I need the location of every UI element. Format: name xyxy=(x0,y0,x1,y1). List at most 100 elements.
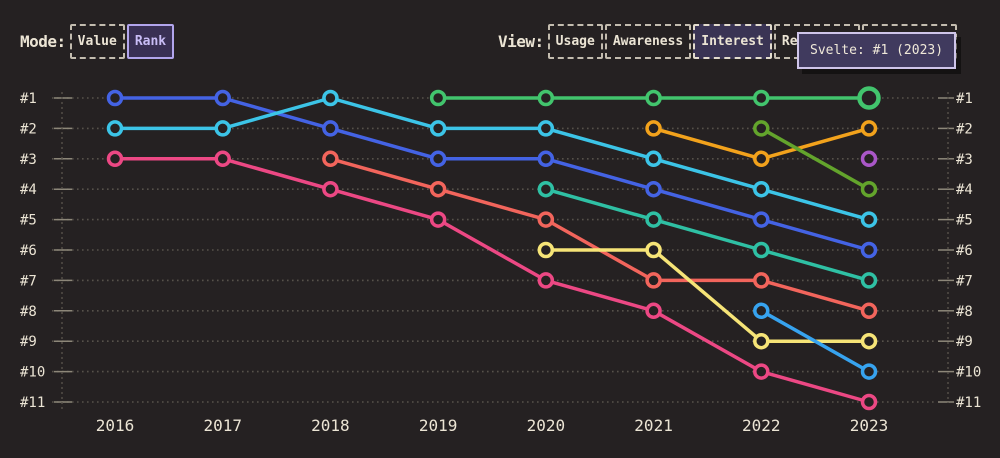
y-axis-label-left: #7 xyxy=(20,273,37,289)
data-point-lime[interactable] xyxy=(860,180,878,198)
tooltip-text: Svelte: #1 (2023) xyxy=(810,43,944,58)
data-point-cyan[interactable] xyxy=(429,120,447,137)
y-axis-label-right: #11 xyxy=(956,395,981,411)
data-point-cyan[interactable] xyxy=(214,120,231,137)
y-axis-label-left: #3 xyxy=(20,152,37,168)
series-line-pink xyxy=(113,157,871,404)
data-point-teal[interactable] xyxy=(753,241,770,259)
data-point-pink[interactable] xyxy=(429,211,447,228)
data-point-royal-blue[interactable] xyxy=(214,89,231,107)
series-line-cyan xyxy=(113,96,871,222)
data-point-cyan[interactable] xyxy=(537,120,555,137)
data-point-green[interactable] xyxy=(753,89,770,107)
data-point-yellow[interactable] xyxy=(537,241,555,259)
data-point-coral[interactable] xyxy=(322,150,339,168)
data-point-yellow[interactable] xyxy=(645,241,662,259)
x-axis-label: 2017 xyxy=(203,416,242,435)
data-point-pink[interactable] xyxy=(860,393,878,411)
mode-option-value[interactable]: Value xyxy=(69,24,125,59)
y-axis-label-right: #10 xyxy=(956,365,981,381)
data-point-cyan[interactable] xyxy=(645,150,662,168)
series-line-coral xyxy=(328,157,871,313)
view-option-usage[interactable]: Usage xyxy=(547,24,603,59)
data-point-pink[interactable] xyxy=(537,272,555,289)
data-point-pink[interactable] xyxy=(645,302,662,320)
data-point-coral[interactable] xyxy=(537,211,555,228)
x-axis-label: 2018 xyxy=(311,416,350,435)
series-line-teal xyxy=(544,187,871,283)
mode-button-row: Value Rank xyxy=(69,24,175,59)
series-line-royal-blue xyxy=(113,96,871,252)
y-axis-label-left: #10 xyxy=(20,365,45,381)
data-point-pink[interactable] xyxy=(106,150,124,168)
data-point-coral[interactable] xyxy=(753,272,770,289)
data-point-royal-blue[interactable] xyxy=(860,241,878,259)
y-axis-label-right: #9 xyxy=(956,334,973,350)
y-axis-label-right: #5 xyxy=(956,213,973,229)
y-axis-label-right: #8 xyxy=(956,304,973,320)
data-point-royal-blue[interactable] xyxy=(429,150,447,168)
y-axis-label-left: #6 xyxy=(20,243,37,259)
data-point-cyan[interactable] xyxy=(106,120,124,137)
data-point-coral[interactable] xyxy=(860,302,878,320)
x-axis-label: 2022 xyxy=(742,416,781,435)
data-point-purple[interactable] xyxy=(860,150,878,168)
data-point-orange[interactable] xyxy=(753,150,770,168)
data-point-highlighted-green[interactable] xyxy=(857,86,881,110)
view-label: View: xyxy=(498,32,544,51)
data-point-cyan[interactable] xyxy=(860,211,878,228)
data-point-pink[interactable] xyxy=(214,150,231,168)
data-point-pink[interactable] xyxy=(322,180,339,198)
x-axis-label: 2019 xyxy=(419,416,458,435)
y-axis-label-left: #9 xyxy=(20,334,37,350)
data-point-teal[interactable] xyxy=(645,211,662,228)
y-axis-label-left: #8 xyxy=(20,304,37,320)
y-axis-label-left: #11 xyxy=(20,395,45,411)
mode-control-group: Mode: Value Rank xyxy=(20,24,175,59)
x-axis-label: 2016 xyxy=(96,416,135,435)
data-point-teal[interactable] xyxy=(537,180,555,198)
y-axis-label-right: #3 xyxy=(956,152,973,168)
x-axis-label: 2021 xyxy=(634,416,673,435)
y-axis-label-left: #5 xyxy=(20,213,37,229)
tooltip: Svelte: #1 (2023) xyxy=(797,32,957,69)
data-point-orange[interactable] xyxy=(860,120,878,137)
data-point-sky-blue[interactable] xyxy=(860,363,878,380)
mode-option-rank[interactable]: Rank xyxy=(126,24,175,59)
data-point-royal-blue[interactable] xyxy=(753,211,770,228)
x-axis-label: 2020 xyxy=(527,416,566,435)
data-point-pink[interactable] xyxy=(753,363,770,380)
data-point-royal-blue[interactable] xyxy=(106,89,124,107)
data-point-royal-blue[interactable] xyxy=(322,120,339,137)
x-axis-label: 2023 xyxy=(850,416,889,435)
view-option-awareness[interactable]: Awareness xyxy=(604,24,692,59)
data-point-green[interactable] xyxy=(645,89,662,107)
series-line-sky-blue xyxy=(759,309,871,374)
y-axis-label-right: #2 xyxy=(956,121,973,137)
data-point-lime[interactable] xyxy=(753,120,770,137)
y-axis-label-right: #6 xyxy=(956,243,973,259)
data-point-cyan[interactable] xyxy=(753,180,770,198)
data-point-green[interactable] xyxy=(537,89,555,107)
y-axis-label-right: #4 xyxy=(956,182,973,198)
mode-label: Mode: xyxy=(20,32,66,51)
data-point-yellow[interactable] xyxy=(753,332,770,350)
data-point-teal[interactable] xyxy=(860,272,878,289)
y-axis-label-left: #1 xyxy=(20,91,37,107)
data-point-green[interactable] xyxy=(429,89,447,107)
data-point-royal-blue[interactable] xyxy=(645,180,662,198)
data-point-yellow[interactable] xyxy=(860,332,878,350)
data-point-cyan[interactable] xyxy=(322,89,339,107)
y-axis-label-left: #2 xyxy=(20,121,37,137)
y-axis-label-right: #1 xyxy=(956,91,973,107)
data-point-orange[interactable] xyxy=(645,120,662,137)
data-point-royal-blue[interactable] xyxy=(537,150,555,168)
data-point-coral[interactable] xyxy=(429,180,447,198)
y-axis-label-right: #7 xyxy=(956,273,973,289)
data-point-sky-blue[interactable] xyxy=(753,302,770,320)
y-axis-label-left: #4 xyxy=(20,182,37,198)
view-option-interest[interactable]: Interest xyxy=(693,24,772,59)
data-point-coral[interactable] xyxy=(645,272,662,289)
